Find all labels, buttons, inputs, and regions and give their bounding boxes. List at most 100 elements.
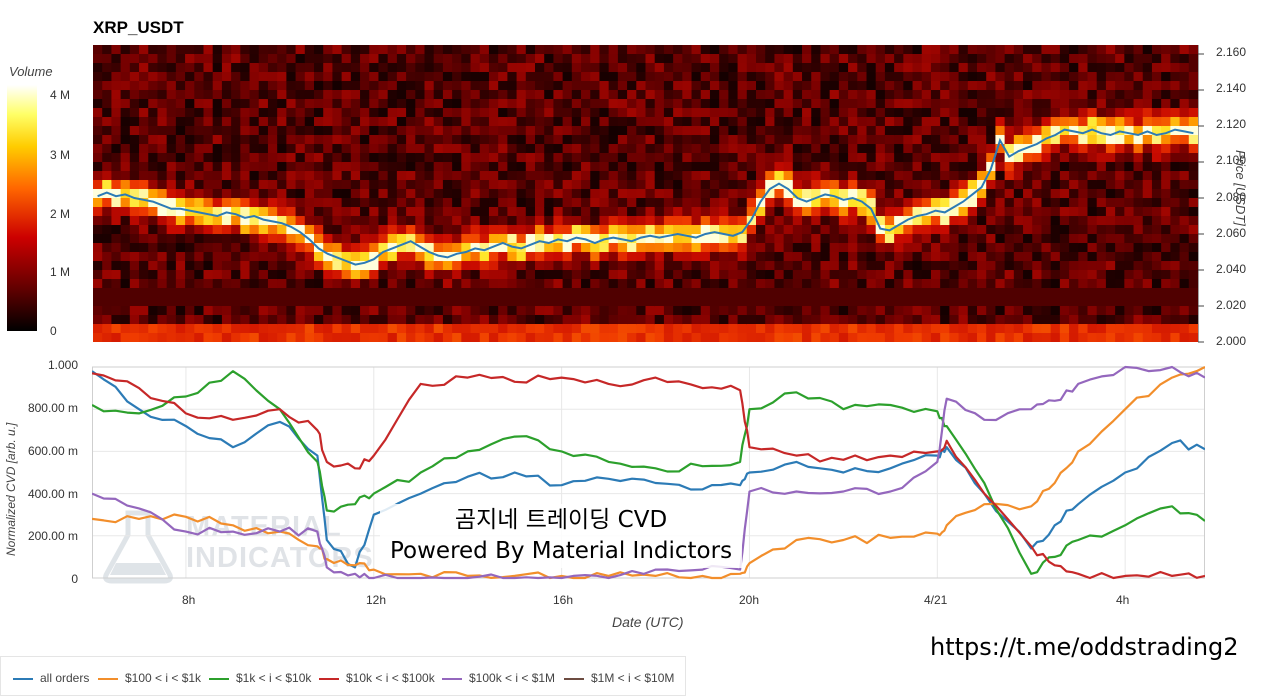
heatmap-cell [479,261,490,271]
legend-item-100k-1m[interactable]: $100k < i < $1M [442,671,555,685]
heatmap-cell [231,153,241,163]
heatmap-cell [194,153,205,163]
heatmap-cell [746,270,757,280]
heatmap-cell [360,90,370,100]
heatmap-cell [111,189,122,199]
legend-item-10k-100k[interactable]: $10k < i < $100k [319,671,435,685]
heatmap-cell [295,216,306,226]
heatmap-cell [304,306,315,316]
heatmap-cell [1087,54,1098,64]
heatmap-cell [221,72,232,82]
heatmap-cell [139,216,149,226]
heatmap-cell [553,297,564,307]
heatmap-cell [1023,198,1033,208]
legend-item-1m-10m[interactable]: $1M < i < $10M [564,671,674,685]
heatmap-cell [258,279,269,289]
heatmap-cell [682,144,693,154]
heatmap-cell [120,45,131,55]
heatmap-cell [903,63,914,73]
heatmap-cell [958,288,969,298]
heatmap-cell [949,45,960,55]
heatmap-cell [157,234,168,244]
heatmap-cell [1179,333,1190,343]
heatmap-cell [295,63,306,73]
heatmap-cell [212,126,223,136]
heatmap-cell [654,234,665,244]
heatmap-cell [617,45,628,55]
heatmap-cell [590,81,601,91]
heatmap-cell [1096,81,1107,91]
heatmap-cell [396,45,407,55]
heatmap-cell [396,135,407,145]
heatmap-cell [590,63,601,73]
heatmap-cell [516,63,527,73]
heatmap-cell [737,171,748,181]
heatmap-cell [756,153,766,163]
heatmap-cell [1050,315,1061,325]
heatmap-cell [636,216,647,226]
heatmap-cell [838,288,849,298]
heatmap-cell [709,108,720,118]
heatmap-cell [323,171,334,181]
heatmap-cell [940,279,950,289]
heatmap-cell [1179,324,1190,334]
heatmap-cell [203,324,214,334]
heatmap-cell [1161,216,1171,226]
heatmap-cell [470,180,481,190]
heatmap-cell [1023,288,1033,298]
heatmap-cell [995,306,1006,316]
heatmap-cell [139,45,149,55]
heatmap-cell [258,333,269,343]
heatmap-cell [175,270,186,280]
heatmap-cell [857,54,868,64]
heatmap-cell [875,324,886,334]
heatmap-cell [240,153,251,163]
heatmap-cell [700,252,711,262]
heatmap-cell [691,162,702,172]
heatmap-cell [102,90,113,100]
heatmap-cell [921,306,932,316]
cvd-x-tick: 4/21 [924,593,948,607]
legend-item-100-1k[interactable]: $100 < i < $1k [98,671,201,685]
heatmap-cell [903,333,914,343]
heatmap-cell [986,270,997,280]
heatmap-cell [452,207,462,217]
heatmap-cell [175,135,186,145]
heatmap-cell [286,126,297,136]
heatmap-cell [673,189,683,199]
heatmap-cell [369,180,380,190]
heatmap-cell [719,279,729,289]
legend-item-all-orders[interactable]: all orders [13,671,89,685]
heatmap-cell [139,108,149,118]
cvd-x-tick: 8h [182,593,196,607]
heatmap-cell [949,180,960,190]
heatmap-cell [838,72,849,82]
heatmap-cell [341,81,352,91]
telegram-link[interactable]: https://t.me/oddstrading2 [930,633,1239,661]
heatmap-cell [848,54,858,64]
heatmap-cell [700,144,711,154]
heatmap-cell [387,297,398,307]
heatmap-cell [157,333,168,343]
heatmap-cell [424,54,435,64]
legend-item-1k-10k[interactable]: $1k < i < $10k [209,671,311,685]
heatmap-cell [1013,207,1024,217]
heatmap-cell [258,297,269,307]
heatmap-cell [304,54,315,64]
heatmap-cell [986,135,997,145]
heatmap-cell [829,297,840,307]
heatmap-cell [185,297,195,307]
heatmap-cell [442,126,453,136]
heatmap-cell [350,153,361,163]
heatmap-cell [866,126,877,136]
heatmap-cell [249,324,260,334]
heatmap-cell [470,198,481,208]
heatmap-cell [1087,189,1098,199]
heatmap-cell [488,243,499,253]
heatmap-cell [516,270,527,280]
heatmap-cell [884,324,895,334]
heatmap-cell [792,261,803,271]
heatmap-cell [1013,153,1024,163]
heatmap-cell [811,162,822,172]
heatmap-cell [673,270,683,280]
